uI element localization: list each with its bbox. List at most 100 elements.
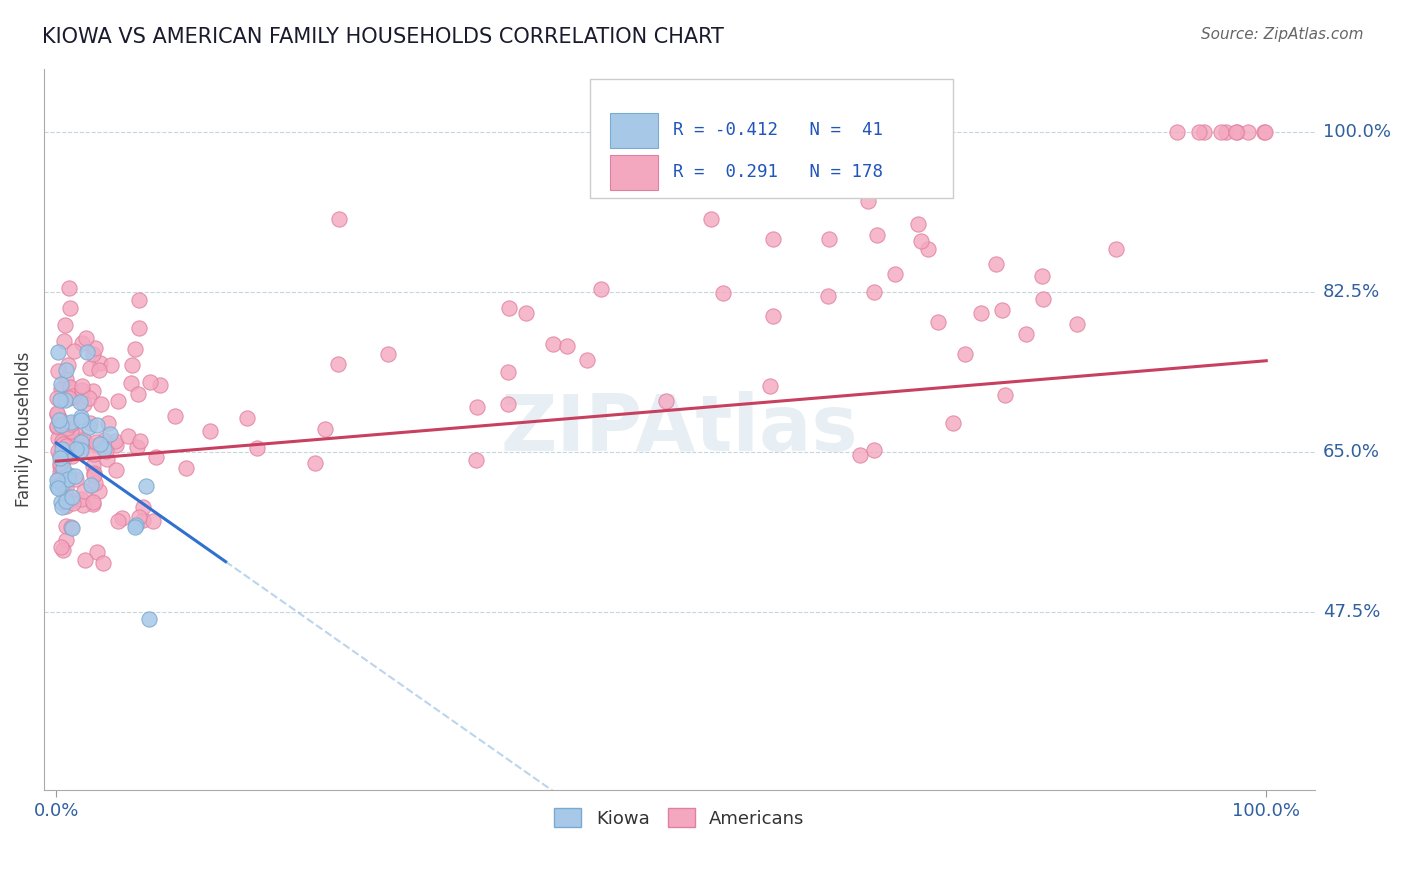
Point — [986, 257, 1008, 271]
Point — [79, 360, 101, 375]
Bar — [610, 155, 658, 190]
Point — [60, 491, 83, 505]
Point — [496, 397, 519, 411]
Point — [55, 318, 77, 333]
Point — [87, 484, 110, 499]
Point — [127, 440, 149, 454]
Point — [174, 461, 197, 475]
Point — [60, 415, 83, 429]
Point — [73, 434, 96, 448]
Bar — [610, 113, 658, 148]
Point — [135, 479, 157, 493]
Text: KIOWA VS AMERICAN FAMILY HOUSEHOLDS CORRELATION CHART: KIOWA VS AMERICAN FAMILY HOUSEHOLDS CORR… — [42, 27, 724, 46]
Point — [1192, 125, 1215, 139]
Point — [82, 459, 104, 474]
Point — [59, 301, 82, 315]
Point — [1215, 125, 1237, 139]
Point — [149, 377, 172, 392]
Point — [65, 469, 87, 483]
Y-axis label: Family Households: Family Households — [15, 351, 32, 507]
Point — [713, 285, 735, 300]
Point — [862, 285, 884, 300]
Point — [1066, 317, 1088, 331]
Point — [58, 392, 80, 406]
Point — [1254, 125, 1277, 139]
Point — [46, 431, 69, 445]
Point — [541, 337, 564, 351]
Text: 65.0%: 65.0% — [1323, 443, 1381, 461]
Point — [557, 339, 579, 353]
Point — [84, 435, 107, 450]
Point — [46, 481, 69, 495]
Point — [55, 499, 77, 513]
Point — [48, 412, 70, 426]
Point — [62, 389, 84, 403]
Point — [1105, 242, 1128, 256]
Point — [58, 281, 80, 295]
Point — [46, 364, 69, 378]
Point — [70, 410, 93, 425]
Point — [817, 289, 839, 303]
Point — [46, 419, 69, 434]
Point — [51, 463, 73, 477]
Point — [129, 434, 152, 448]
Point — [49, 377, 72, 392]
Point — [52, 452, 75, 467]
Point — [65, 472, 87, 486]
Point — [58, 467, 80, 482]
Point — [76, 344, 98, 359]
Point — [862, 442, 884, 457]
Point — [314, 422, 336, 436]
Point — [917, 242, 939, 256]
Point — [953, 347, 976, 361]
Point — [49, 448, 72, 462]
Point — [46, 344, 69, 359]
Point — [83, 475, 105, 490]
Point — [46, 473, 69, 487]
Point — [56, 421, 79, 435]
Point — [51, 442, 73, 457]
Point — [128, 293, 150, 307]
Point — [55, 481, 77, 495]
Point — [576, 352, 599, 367]
Point — [326, 357, 349, 371]
Point — [60, 424, 83, 438]
Point — [83, 468, 105, 483]
Point — [82, 497, 104, 511]
Point — [77, 391, 100, 405]
Point — [105, 463, 128, 477]
Point — [70, 413, 93, 427]
Point — [1166, 125, 1188, 139]
Point — [58, 472, 80, 486]
Point — [70, 383, 93, 397]
Point — [991, 302, 1014, 317]
Point — [94, 444, 117, 458]
Point — [139, 375, 162, 389]
Point — [46, 479, 69, 493]
Point — [120, 376, 142, 390]
Point — [53, 392, 76, 407]
Point — [1253, 125, 1275, 139]
Point — [51, 461, 73, 475]
Point — [82, 495, 104, 509]
Point — [58, 358, 80, 372]
Point — [65, 442, 87, 457]
Point — [89, 356, 111, 370]
Point — [111, 510, 134, 524]
Legend: Kiowa, Americans: Kiowa, Americans — [547, 801, 811, 835]
Point — [128, 321, 150, 335]
Point — [246, 441, 269, 455]
Point — [48, 472, 70, 486]
Point — [55, 468, 77, 483]
Text: R =  0.291   N = 178: R = 0.291 N = 178 — [673, 162, 883, 181]
Point — [52, 441, 75, 455]
Point — [654, 393, 676, 408]
Point — [591, 282, 613, 296]
Point — [377, 347, 399, 361]
Text: R = -0.412   N =  41: R = -0.412 N = 41 — [673, 120, 883, 139]
Point — [49, 457, 72, 471]
Point — [125, 517, 148, 532]
Point — [849, 448, 872, 462]
Point — [87, 362, 110, 376]
Point — [1188, 125, 1211, 139]
